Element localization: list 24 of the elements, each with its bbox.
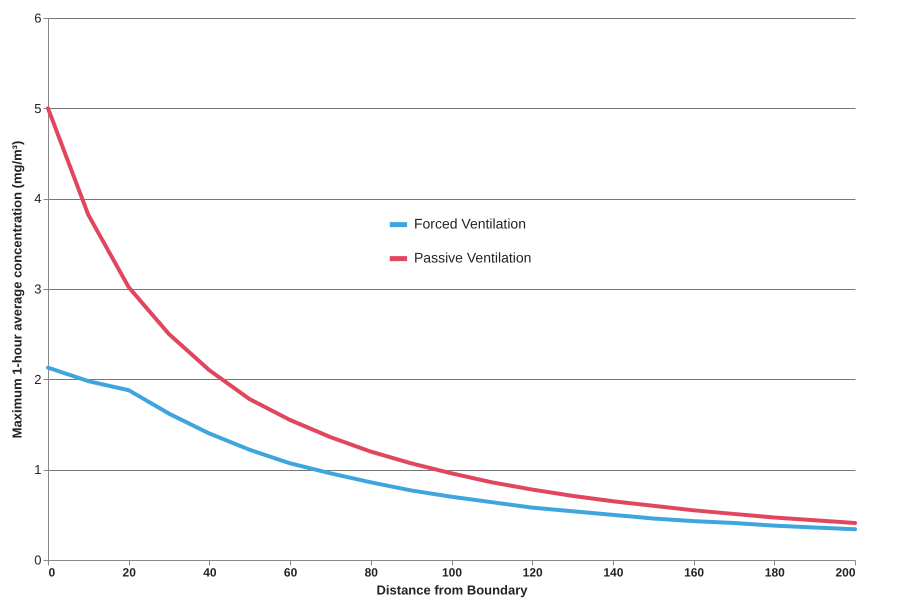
x-tick-label: 0 xyxy=(48,566,56,580)
y-tick-label: 1 xyxy=(34,462,42,478)
x-tick-label: 80 xyxy=(364,566,378,580)
line-series xyxy=(46,366,857,532)
x-tick-label: 200 xyxy=(835,566,856,580)
x-tick-label: 160 xyxy=(684,566,704,580)
legend-label: Passive Ventilation xyxy=(414,250,532,266)
y-tick-label: 5 xyxy=(34,100,42,116)
x-tick-label: 100 xyxy=(442,566,462,580)
line-series xyxy=(46,106,857,525)
y-tick-label: 6 xyxy=(34,10,42,26)
x-tick-label: 20 xyxy=(122,566,136,580)
y-axis-title: Maximum 1-hour average concentration (mg/m³) xyxy=(9,140,24,438)
x-tick-label: 140 xyxy=(603,566,624,580)
y-tick-label: 3 xyxy=(34,282,42,296)
x-tick-label: 40 xyxy=(203,566,217,580)
x-tick-label: 180 xyxy=(764,566,786,580)
x-tick-label: 60 xyxy=(284,566,298,580)
y-tick-label: 0 xyxy=(34,552,42,568)
x-axis-title: Distance from Boundary xyxy=(376,582,528,598)
legend-label: Forced Ventilation xyxy=(414,216,526,232)
x-tick-label: 120 xyxy=(522,566,544,580)
y-tick-label: 4 xyxy=(34,191,42,206)
y-tick-label: 2 xyxy=(34,372,42,387)
